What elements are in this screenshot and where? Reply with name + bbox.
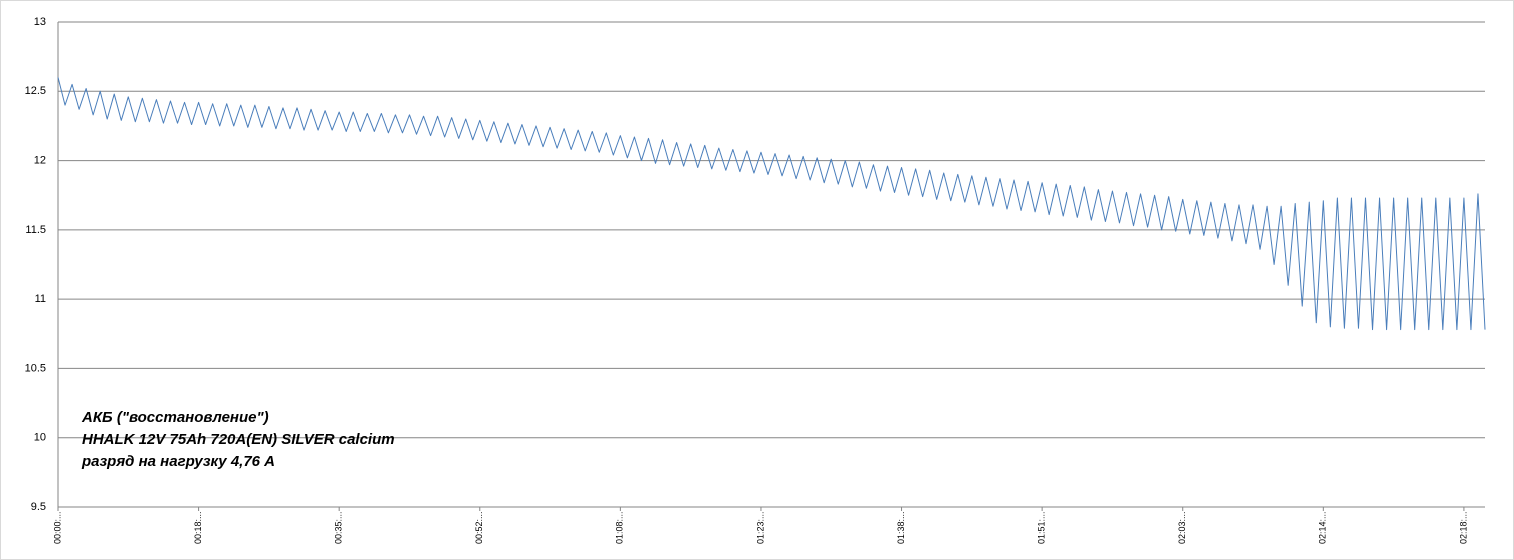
x-tick-label: 00:00:... xyxy=(52,511,62,544)
annotation: HHALK 12V 75Ah 720A(EN) SILVER calcium xyxy=(82,431,395,448)
annotation: АКБ ("восстановление") xyxy=(81,409,269,426)
x-tick-label: 01:38:... xyxy=(896,511,906,544)
y-tick-label: 10 xyxy=(34,432,46,444)
y-tick-label: 12 xyxy=(34,154,46,166)
y-tick-label: 13 xyxy=(34,16,46,28)
y-tick-label: 11.5 xyxy=(25,224,46,236)
line-series xyxy=(57,77,1486,331)
annotation: разряд на нагрузку 4,76 А xyxy=(81,453,275,470)
x-tick-label: 00:18:... xyxy=(193,511,203,544)
x-tick-label: 01:08:... xyxy=(615,511,625,544)
y-tick-label: 9.5 xyxy=(31,501,46,513)
x-tick-label: 01:51:... xyxy=(1037,511,1047,544)
x-tick-label: 00:52:... xyxy=(474,511,484,544)
y-tick-label: 11 xyxy=(35,293,46,305)
y-tick-label: 10.5 xyxy=(25,362,46,374)
y-tick-label: 12.5 xyxy=(25,85,46,97)
x-tick-label: 00:35:... xyxy=(334,511,344,544)
x-tick-label: 02:03:... xyxy=(1177,511,1187,544)
x-tick-label: 02:14:... xyxy=(1318,511,1328,544)
x-tick-label: 02:18:... xyxy=(1458,511,1468,544)
x-tick-label: 01:23:... xyxy=(755,511,765,544)
